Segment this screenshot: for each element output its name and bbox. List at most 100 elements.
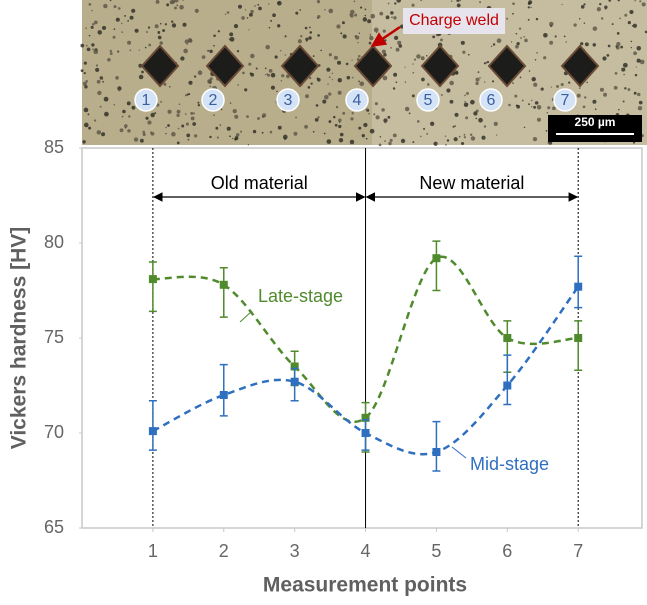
speckle bbox=[563, 35, 566, 38]
speckle bbox=[209, 85, 212, 88]
speckle bbox=[374, 102, 378, 106]
speckle bbox=[573, 23, 577, 27]
speckle bbox=[316, 0, 321, 4]
speckle bbox=[584, 42, 589, 47]
speckle bbox=[524, 38, 528, 43]
speckle bbox=[463, 133, 466, 136]
speckle bbox=[534, 58, 537, 61]
speckle bbox=[164, 23, 167, 26]
speckle bbox=[630, 40, 633, 43]
speckle bbox=[88, 34, 91, 37]
speckle bbox=[463, 102, 469, 107]
error-bar bbox=[219, 363, 228, 417]
speckle bbox=[475, 81, 479, 86]
speckle bbox=[188, 80, 193, 85]
speckle bbox=[115, 76, 119, 80]
speckle bbox=[536, 51, 539, 54]
speckle bbox=[101, 25, 107, 31]
speckle bbox=[391, 16, 393, 19]
speckle bbox=[142, 130, 146, 134]
speckle bbox=[88, 2, 92, 6]
speckle bbox=[177, 127, 180, 130]
speckle bbox=[578, 17, 581, 20]
speckle bbox=[279, 50, 282, 52]
scale-bar-box bbox=[548, 115, 642, 142]
legend-leader bbox=[239, 310, 253, 323]
speckle bbox=[596, 7, 602, 12]
speckle bbox=[466, 92, 469, 95]
y-tick-label: 80 bbox=[44, 232, 64, 252]
speckle bbox=[124, 124, 128, 128]
speckle bbox=[608, 0, 612, 2]
speckle bbox=[265, 44, 270, 50]
speckle bbox=[277, 0, 282, 6]
data-point bbox=[503, 334, 512, 342]
marker-label: 7 bbox=[561, 92, 570, 109]
speckle bbox=[528, 70, 531, 72]
speckle bbox=[328, 8, 334, 14]
speckle bbox=[300, 35, 303, 38]
speckle bbox=[535, 17, 539, 21]
speckle bbox=[331, 72, 334, 75]
speckle bbox=[242, 71, 245, 75]
speckle bbox=[328, 92, 332, 96]
speckle bbox=[527, 18, 530, 21]
speckle bbox=[336, 24, 341, 29]
speckle bbox=[461, 141, 465, 146]
speckle bbox=[543, 32, 548, 38]
speckle bbox=[550, 86, 553, 88]
speckle bbox=[216, 136, 219, 139]
speckle bbox=[426, 132, 429, 135]
speckle bbox=[416, 54, 421, 59]
speckle bbox=[520, 37, 522, 39]
speckle bbox=[627, 88, 631, 92]
y-tick-label: 75 bbox=[44, 327, 64, 347]
speckle bbox=[364, 14, 367, 17]
speckle bbox=[83, 122, 89, 128]
speckle bbox=[384, 121, 387, 124]
speckle bbox=[602, 56, 607, 61]
speckle bbox=[552, 106, 556, 111]
speckle bbox=[454, 125, 457, 128]
speckle bbox=[285, 74, 290, 79]
speckle bbox=[373, 113, 376, 116]
speckle bbox=[250, 53, 255, 59]
speckle bbox=[138, 74, 144, 80]
speckle bbox=[512, 2, 515, 6]
speckle bbox=[157, 31, 161, 34]
speckle bbox=[547, 142, 549, 144]
speckle bbox=[543, 56, 547, 60]
speckle bbox=[373, 27, 379, 33]
speckle bbox=[358, 55, 361, 58]
speckle bbox=[304, 124, 308, 129]
speckle bbox=[93, 119, 97, 122]
speckle bbox=[530, 99, 533, 102]
speckle bbox=[379, 135, 382, 138]
speckle bbox=[247, 144, 249, 146]
marker-label: 6 bbox=[487, 92, 496, 109]
data-point bbox=[290, 377, 299, 386]
speckle bbox=[568, 81, 571, 84]
speckle bbox=[355, 35, 360, 40]
speckle bbox=[293, 131, 298, 136]
speckle bbox=[184, 94, 187, 97]
speckle bbox=[510, 41, 513, 43]
speckle bbox=[624, 87, 627, 90]
speckle bbox=[95, 64, 99, 67]
speckle bbox=[515, 32, 518, 35]
speckle bbox=[270, 72, 276, 78]
speckle bbox=[495, 134, 498, 136]
speckle bbox=[582, 105, 586, 109]
speckle bbox=[446, 139, 450, 142]
speckle bbox=[449, 99, 454, 104]
speckle bbox=[155, 0, 160, 4]
speckle bbox=[456, 3, 461, 8]
speckle bbox=[250, 9, 254, 14]
speckle bbox=[440, 94, 443, 96]
speckle bbox=[138, 49, 141, 51]
speckle bbox=[96, 130, 102, 135]
speckle bbox=[234, 114, 239, 119]
x-tick-label: 5 bbox=[431, 541, 441, 561]
speckle bbox=[475, 77, 480, 82]
speckle bbox=[342, 111, 346, 115]
